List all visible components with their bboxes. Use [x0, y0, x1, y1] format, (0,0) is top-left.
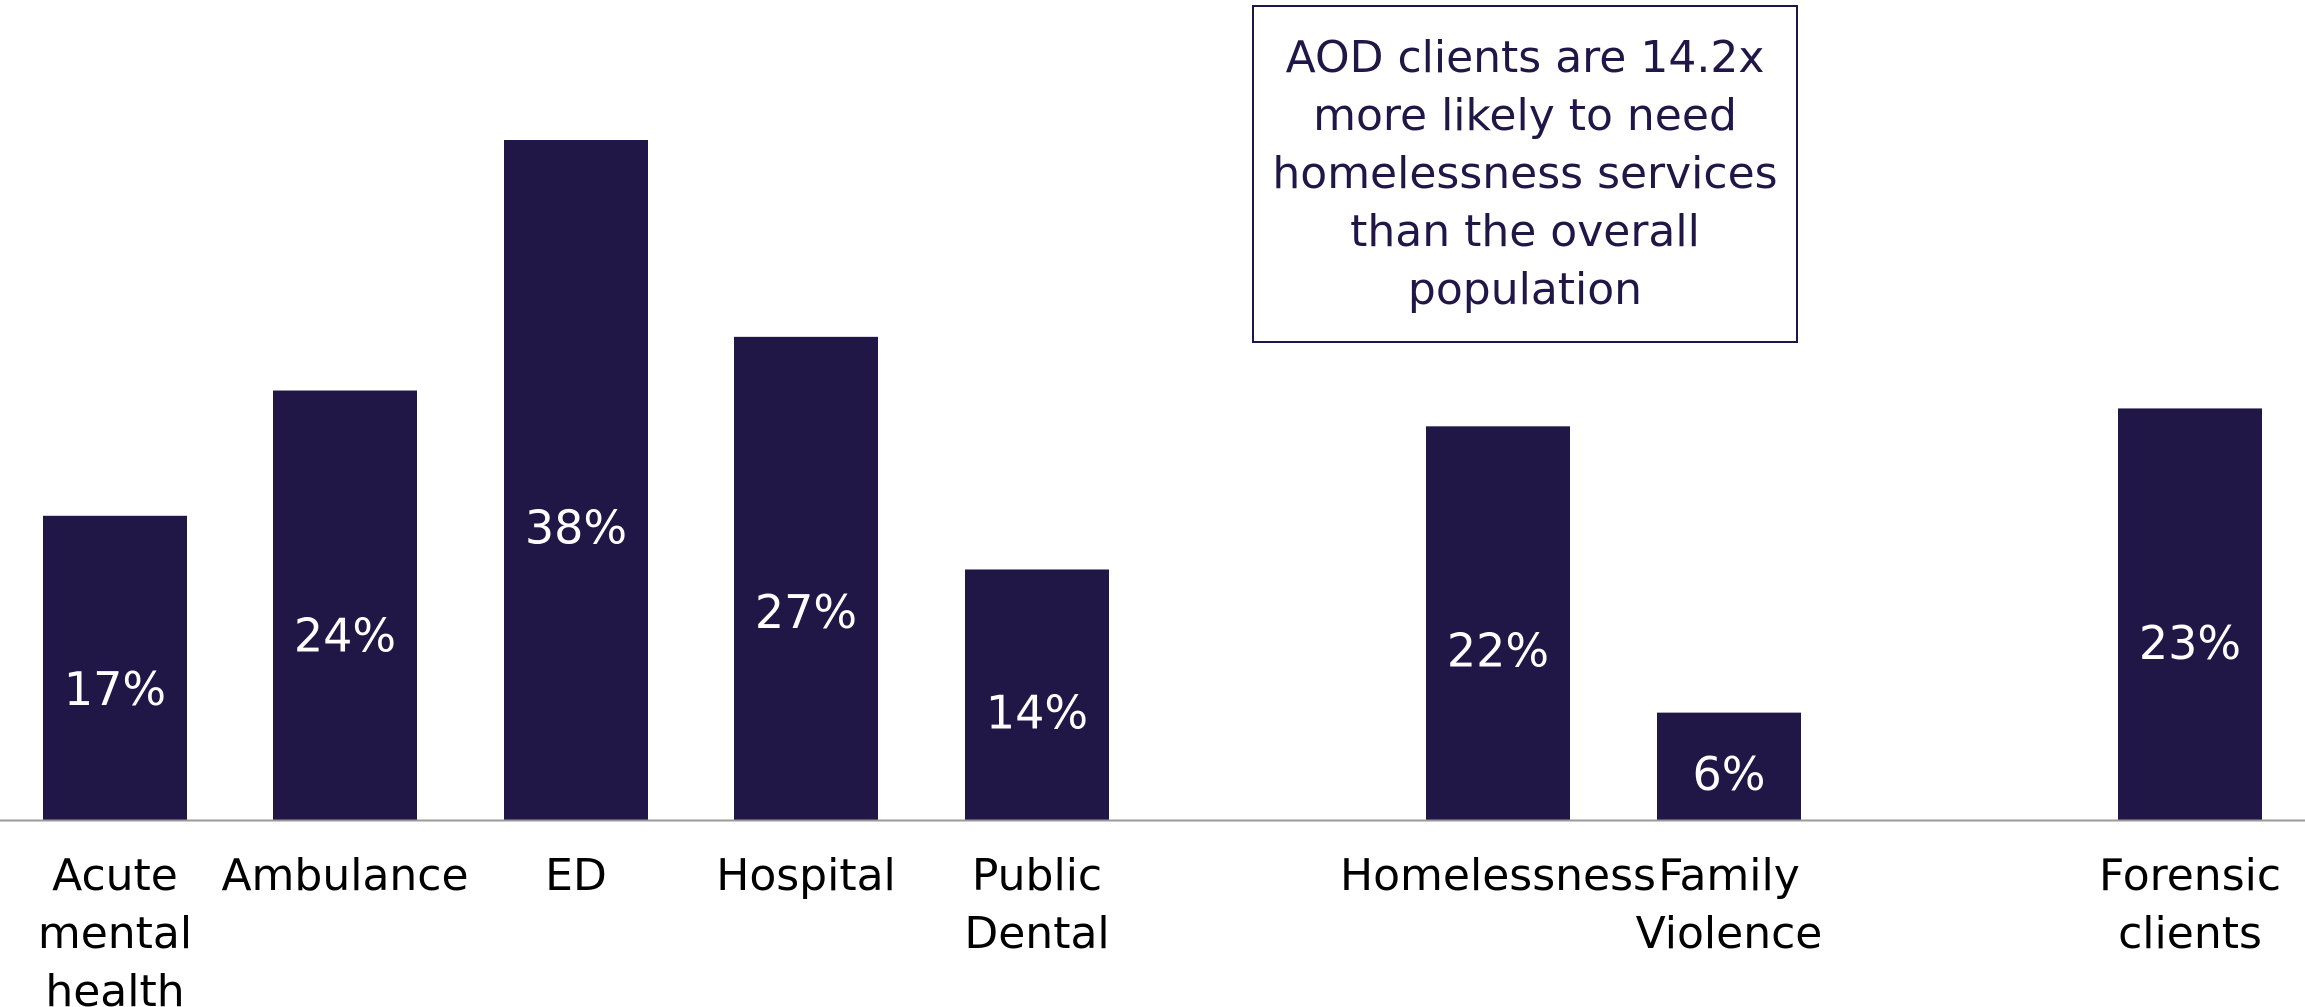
category-label-line: Public: [972, 850, 1102, 901]
bar-value-label-0: 17%: [64, 662, 166, 716]
bar-7: [2118, 408, 2262, 820]
bar-1: [273, 390, 417, 820]
category-label-line: Hospital: [716, 850, 896, 901]
category-labels-group: Acute mental health Ambulance ED Hospital Publ…: [38, 850, 2281, 1007]
category-label-line: health: [45, 966, 184, 1007]
category-label-line: Dental: [964, 908, 1109, 959]
annotation-text: AOD clients are 14.2x more likely to nee…: [1272, 32, 1778, 315]
bar-3: [734, 336, 878, 820]
bar-value-label-4: 14%: [986, 685, 1088, 739]
category-label-4: Public Dental: [964, 850, 1109, 959]
category-label-line: mental: [38, 908, 192, 959]
category-label-line: ED: [545, 850, 607, 901]
bar-4: [965, 569, 1109, 820]
bar-value-label-3: 27%: [755, 585, 857, 639]
category-label-2: ED: [545, 850, 607, 901]
category-label-line: Homelessness: [1340, 850, 1656, 901]
category-label-7: Forensic clients: [2099, 850, 2281, 959]
category-label-6: Family Violence: [1636, 850, 1823, 959]
annotation-callout: AOD clients are 14.2x more likely to nee…: [1252, 5, 1798, 343]
category-label-line: clients: [2118, 908, 2262, 959]
bar-value-label-6: 6%: [1693, 747, 1766, 801]
category-label-line: Violence: [1636, 908, 1823, 959]
bar-value-label-7: 23%: [2139, 616, 2241, 670]
bar-5: [1426, 426, 1570, 820]
bar-value-label-5: 22%: [1447, 624, 1549, 678]
bar-value-label-2: 38%: [525, 501, 627, 555]
category-label-line: Ambulance: [221, 850, 468, 901]
bar-0: [43, 515, 187, 820]
category-label-1: Ambulance: [221, 850, 468, 901]
category-label-line: Family: [1658, 850, 1800, 901]
category-label-0: Acute mental health: [38, 850, 192, 1007]
bar-2: [504, 140, 648, 820]
category-label-line: Acute: [52, 850, 178, 901]
bar-value-label-1: 24%: [294, 608, 396, 662]
category-label-line: Forensic: [2099, 850, 2281, 901]
bars-group: 17% 24% 38% 27% 14% 22% 6% 23%: [43, 140, 2262, 820]
category-label-3: Hospital: [716, 850, 896, 901]
bar-6: [1657, 712, 1801, 820]
category-label-5: Homelessness: [1340, 850, 1656, 901]
